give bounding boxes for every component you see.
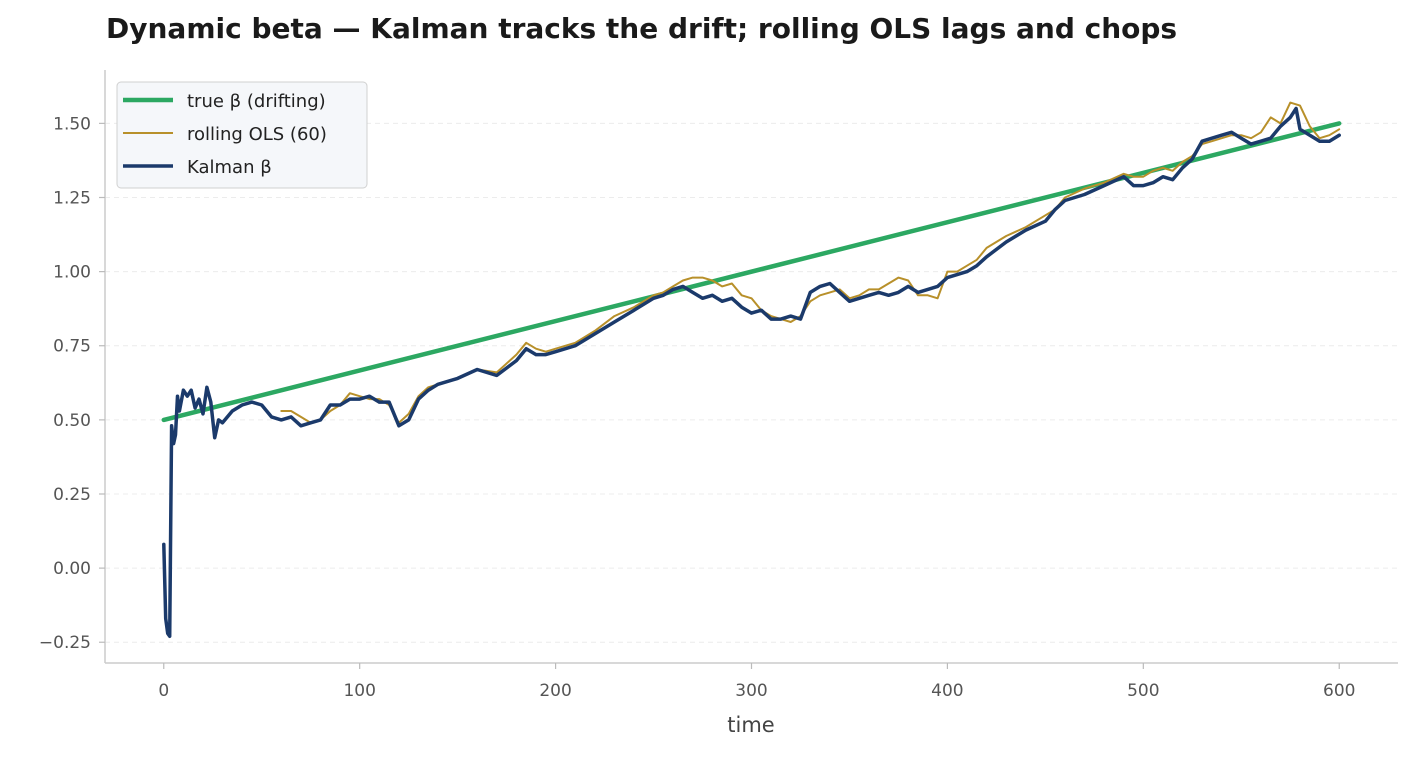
x-axis-label: time <box>727 713 774 737</box>
x-tick-label: 500 <box>1127 681 1159 701</box>
series-line-2 <box>162 106 1341 639</box>
grid-layer <box>105 122 1398 643</box>
x-tick-label: 400 <box>931 681 963 701</box>
x-tick-label: 100 <box>343 681 375 701</box>
y-tick-label: 0.50 <box>53 411 91 431</box>
y-tick-label: 0.00 <box>53 559 91 579</box>
y-tick-label: 1.25 <box>53 188 91 208</box>
ticks-layer: −0.25 0.00 0.25 0.50 0.75 1.00 1.25 1.50 0 100 200… <box>39 114 1356 701</box>
series-line-1 <box>280 101 1341 424</box>
x-tick-label: 300 <box>735 681 767 701</box>
legend-label-0: true β (drifting) <box>187 91 326 112</box>
y-tick-label: 1.50 <box>53 114 91 134</box>
x-tick-label: 600 <box>1323 681 1355 701</box>
y-tick-label: 0.75 <box>53 337 91 357</box>
y-tick-label: −0.25 <box>39 633 91 653</box>
x-tick-label: 0 <box>158 681 169 701</box>
y-tick-label: 1.00 <box>53 263 91 283</box>
legend: true β (drifting) rolling OLS (60) Kalman … <box>116 81 368 189</box>
series-line-0 <box>161 121 1342 423</box>
legend-box <box>116 81 368 189</box>
series-layer <box>161 101 1342 639</box>
x-tick-label: 200 <box>539 681 571 701</box>
y-tick-label: 0.25 <box>53 485 91 505</box>
legend-label-2: Kalman β <box>187 157 272 178</box>
legend-label-1: rolling OLS (60) <box>187 124 327 145</box>
chart-title: Dynamic beta — Kalman tracks the drift; … <box>106 12 1178 45</box>
